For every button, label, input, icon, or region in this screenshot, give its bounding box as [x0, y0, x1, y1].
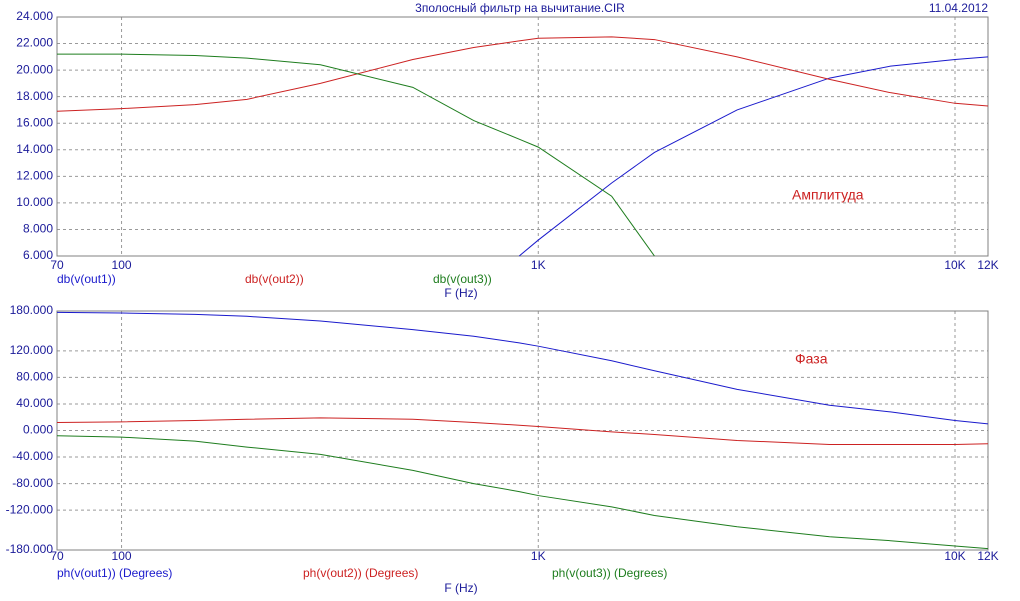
x-tick-label: 12K	[977, 258, 998, 272]
x-tick-label: 70	[50, 549, 64, 563]
series-line	[56, 311, 989, 425]
legend-entry: db(v(out2))	[245, 272, 304, 286]
series-line	[56, 417, 989, 445]
x-tick-label: 1K	[531, 258, 546, 272]
x-tick-label: 10K	[944, 549, 965, 563]
y-tick-label: 80.000	[16, 370, 53, 384]
y-tick-label: 12.000	[16, 169, 53, 183]
legend-entry: ph(v(out3)) (Degrees)	[552, 566, 667, 580]
y-tick-label: 20.000	[16, 62, 53, 76]
x-axis-label: F (Hz)	[444, 286, 477, 300]
series-line	[518, 56, 989, 257]
y-tick-label: 24.000	[16, 9, 53, 23]
x-tick-label: 12K	[977, 549, 998, 563]
legend-entry: db(v(out3))	[433, 272, 492, 286]
y-tick-label: 10.000	[16, 195, 53, 209]
y-tick-label: 120.000	[10, 343, 54, 357]
x-axis-label: F (Hz)	[444, 581, 477, 595]
y-tick-label: 8.000	[23, 222, 53, 236]
y-tick-label: -80.000	[12, 476, 53, 490]
y-tick-label: 180.000	[10, 303, 54, 317]
plot-frame	[56, 16, 989, 257]
x-tick-label: 10K	[944, 258, 965, 272]
y-tick-label: 18.000	[16, 89, 53, 103]
annotation: Фаза	[795, 351, 828, 367]
x-tick-label: 1K	[531, 549, 546, 563]
y-tick-label: -180.000	[6, 542, 54, 556]
y-tick-label: 0.000	[23, 423, 53, 437]
x-tick-label: 70	[50, 258, 64, 272]
plot-area	[57, 17, 988, 256]
legend-entry: ph(v(out2)) (Degrees)	[303, 566, 418, 580]
annotation: Амплитуда	[792, 187, 864, 203]
series-line	[57, 53, 655, 257]
y-tick-label: 6.000	[23, 248, 53, 262]
legend-entry: ph(v(out1)) (Degrees)	[57, 566, 172, 580]
x-tick-label: 100	[112, 258, 132, 272]
title: 3полосный фильтр на вычитание.CIR	[415, 1, 625, 15]
y-tick-label: 16.000	[16, 115, 53, 129]
y-tick-label: 14.000	[16, 142, 53, 156]
x-tick-label: 100	[112, 549, 132, 563]
y-tick-label: 22.000	[16, 36, 53, 50]
legend-entry: db(v(out1))	[57, 272, 116, 286]
plot-frame	[56, 310, 989, 551]
series-line	[56, 36, 989, 112]
y-tick-label: -120.000	[6, 502, 54, 516]
date: 11.04.2012	[929, 1, 988, 15]
y-tick-label: 40.000	[16, 396, 53, 410]
y-tick-label: -40.000	[12, 449, 53, 463]
series-line	[56, 435, 989, 550]
